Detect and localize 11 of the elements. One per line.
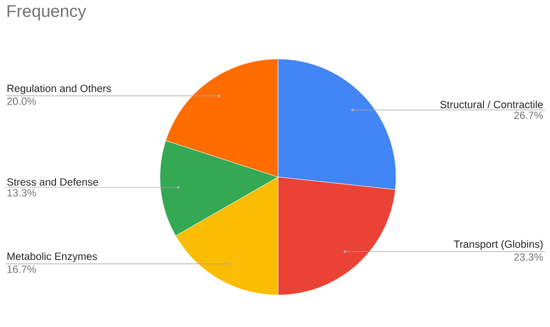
- data-label: 26.7%: [514, 112, 543, 120]
- data-label: 20.0%: [7, 98, 36, 105]
- slice-label: Stress and Defense: [7, 178, 98, 186]
- slice-label: Structural / Contractile: [440, 100, 543, 108]
- slice-label: Regulation and Others: [8, 84, 111, 94]
- data-label: 23.3%: [514, 253, 543, 261]
- data-label: 16.7%: [7, 266, 36, 273]
- slice-label: Transport (Globins): [454, 240, 543, 250]
- slice-label: Metabolic Enzymes: [8, 252, 97, 262]
- data-label: 13.3%: [7, 189, 36, 196]
- chart-title: Frequency: [8, 5, 86, 20]
